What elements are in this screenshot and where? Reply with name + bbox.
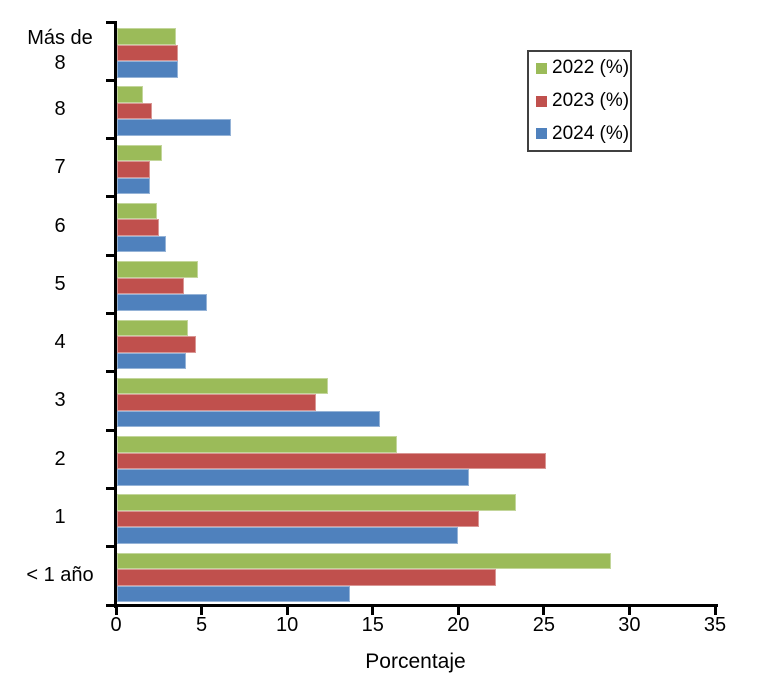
y-axis-tick xyxy=(106,20,114,24)
bar-2023-cat4 xyxy=(117,277,185,295)
x-tick-label: 20 xyxy=(447,614,470,636)
x-axis-tick xyxy=(542,607,546,615)
x-axis-tick xyxy=(200,607,204,615)
y-axis-line xyxy=(114,21,117,608)
x-axis-line xyxy=(114,604,718,607)
bar-2024-cat5 xyxy=(117,352,187,369)
bar-2023-cat8 xyxy=(117,510,479,528)
x-tick-label: 10 xyxy=(276,614,299,636)
bar-2023-cat7 xyxy=(117,452,546,470)
x-axis-title: Porcentaje xyxy=(365,650,466,673)
legend-swatch-2022 xyxy=(536,62,547,74)
bar-2022-cat1 xyxy=(117,86,144,103)
bar-2023-cat2 xyxy=(117,161,151,178)
bar-2022-cat2 xyxy=(117,144,163,162)
y-axis-tick xyxy=(106,428,114,432)
y-axis-tick xyxy=(106,545,114,549)
bar-2024-cat4 xyxy=(117,294,207,311)
x-tick-label: 30 xyxy=(618,614,641,636)
bar-2022-cat7 xyxy=(117,436,397,453)
x-axis-tick xyxy=(371,607,375,615)
x-axis-tick xyxy=(114,607,118,615)
y-axis-tick xyxy=(106,195,114,199)
y-category-label: < 1 año xyxy=(26,564,94,587)
bar-2022-cat6 xyxy=(117,377,329,395)
y-category-label: 4 xyxy=(54,331,66,354)
bar-2024-cat2 xyxy=(117,177,151,195)
y-axis-tick xyxy=(106,78,114,82)
bar-2024-cat7 xyxy=(117,469,469,486)
y-category-label: 5 xyxy=(54,272,66,295)
legend-label-2022: 2022 (%) xyxy=(552,57,630,79)
legend-entry-2022: 2022 (%) xyxy=(529,52,630,85)
bar-2024-cat8 xyxy=(117,527,459,544)
y-axis-tick xyxy=(106,312,114,315)
legend-swatch-2023 xyxy=(536,95,547,107)
x-axis-tick xyxy=(627,607,631,615)
x-axis-tick xyxy=(456,607,460,615)
y-category-label: 2 xyxy=(54,447,66,470)
bar-2022-cat8 xyxy=(117,494,517,511)
bar-2023-cat1 xyxy=(117,102,152,120)
legend-label-2024: 2024 (%) xyxy=(552,122,630,144)
x-axis-tick xyxy=(285,607,289,615)
y-category-label: Más de 8 xyxy=(27,27,93,75)
y-category-label: 7 xyxy=(54,156,66,179)
x-tick-label: 0 xyxy=(110,614,122,636)
bar-2022-cat5 xyxy=(117,319,188,336)
bar-2024-cat6 xyxy=(117,410,380,428)
x-axis-tick xyxy=(713,607,717,615)
bar-2022-cat4 xyxy=(117,261,199,278)
legend: 2022 (%) 2023 (%) 2024 (%) xyxy=(527,50,632,152)
bar-2024-cat1 xyxy=(117,119,231,136)
bar-2022-cat9 xyxy=(117,552,611,570)
bar-2023-cat9 xyxy=(117,569,496,586)
y-axis-tick xyxy=(106,137,114,141)
y-axis-tick xyxy=(106,603,114,607)
y-category-label: 1 xyxy=(54,506,66,529)
x-tick-label: 25 xyxy=(532,614,555,636)
bar-2022-cat0 xyxy=(117,28,176,45)
legend-entry-2024: 2024 (%) xyxy=(529,117,630,150)
y-axis-tick xyxy=(106,370,114,374)
y-category-label: 8 xyxy=(54,97,66,120)
legend-swatch-2024 xyxy=(536,128,547,140)
bar-2023-cat3 xyxy=(117,219,159,236)
y-category-label: 6 xyxy=(54,214,66,237)
bar-2024-cat9 xyxy=(117,585,351,603)
bar-2023-cat6 xyxy=(117,394,317,411)
bar-2023-cat0 xyxy=(117,44,178,61)
x-tick-label: 5 xyxy=(196,614,208,636)
y-axis-tick xyxy=(106,253,114,257)
bar-2024-cat0 xyxy=(117,61,178,78)
legend-entry-2023: 2023 (%) xyxy=(529,85,630,118)
x-tick-label: 15 xyxy=(361,614,384,636)
x-tick-label: 35 xyxy=(703,614,727,636)
bar-2024-cat3 xyxy=(117,235,166,253)
legend-label-2023: 2023 (%) xyxy=(552,90,630,111)
y-category-label: 3 xyxy=(54,389,66,412)
bar-2022-cat3 xyxy=(117,202,158,220)
y-axis-tick xyxy=(106,486,114,490)
bar-2023-cat5 xyxy=(117,336,197,353)
